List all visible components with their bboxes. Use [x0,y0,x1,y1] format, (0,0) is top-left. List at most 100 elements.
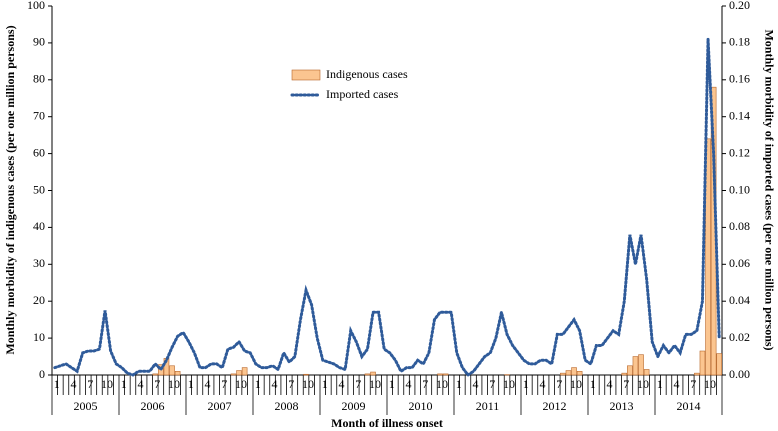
x-tick-label: 10 [235,377,247,391]
year-label: 2010 [409,399,433,413]
x-tick-label: 1 [255,377,261,391]
y-tick-label: 20 [33,293,45,307]
bar [694,372,700,376]
year-label: 2011 [476,399,500,413]
x-tick-label: 7 [690,377,696,391]
x-tick-label: 4 [138,377,144,391]
y2-tick-label: 0.10 [729,182,750,196]
x-tick-label: 7 [288,377,294,391]
x-tick-label: 1 [523,377,529,391]
x-tick-label: 1 [188,377,194,391]
x-tick-label: 1 [322,377,328,391]
y-tick-label: 60 [33,145,45,159]
x-tick-label: 7 [623,377,629,391]
y2-tick-label: 0.16 [729,72,750,86]
bar [716,353,723,376]
y-tick-label: 70 [33,108,45,122]
bar [236,370,242,376]
x-tick-label: 1 [389,377,395,391]
x-tick-label: 7 [489,377,495,391]
y-tick-label: 40 [33,219,45,233]
x-tick-label: 1 [590,377,596,391]
x-tick-label: 10 [436,377,448,391]
bar [442,373,449,376]
y2-tick-label: 0.02 [729,330,750,344]
x-tick-label: 4 [71,377,77,391]
x-tick-label: 10 [168,377,180,391]
x-tick-label: 1 [54,377,60,391]
x-tick-label: 10 [704,377,716,391]
bar [632,356,639,376]
y2-tick-label: 0.12 [729,145,750,159]
legend-label: Indigenous cases [326,67,408,81]
y2-axis-title: Monthly morbidity of imported cases (per… [762,29,776,350]
bar [241,367,248,376]
y2-tick-label: 0.00 [729,367,750,381]
x-tick-label: 7 [154,377,160,391]
y2-tick-label: 0.06 [729,256,750,270]
legend-swatch [291,69,321,81]
bar [565,370,572,376]
x-tick-label: 4 [674,377,680,391]
x-tick-label: 1 [121,377,127,391]
bar [230,373,237,376]
x-tick-label: 4 [607,377,613,391]
bar [576,371,583,376]
x-tick-label: 7 [355,377,361,391]
x-tick-label: 1 [657,377,663,391]
y-tick-label: 100 [27,0,45,12]
x-tick-label: 7 [556,377,562,391]
bar [621,372,628,376]
bar [364,373,371,376]
y2-tick-label: 0.18 [729,35,750,49]
y2-tick-label: 0.20 [729,0,750,12]
legend-label: Imported cases [326,87,399,101]
y-tick-label: 90 [33,35,45,49]
bar [437,373,443,376]
year-label: 2007 [208,399,232,413]
x-tick-label: 10 [101,377,113,391]
x-tick-label: 7 [87,377,93,391]
bar [571,367,577,376]
x-tick-label: 10 [369,377,381,391]
x-tick-label: 10 [302,377,314,391]
bar [699,350,706,376]
x-tick-label: 4 [272,377,278,391]
bar [152,373,159,376]
x-tick-label: 4 [540,377,546,391]
year-label: 2006 [141,399,165,413]
y2-tick-label: 0.14 [729,108,750,122]
x-tick-label: 10 [637,377,649,391]
bar [638,354,644,376]
line [53,39,721,378]
bar [174,371,181,376]
bar [303,373,309,376]
x-tick-label: 10 [503,377,515,391]
y-tick-label: 80 [33,72,45,86]
y-tick-label: 50 [33,182,45,196]
bar [627,365,633,376]
bar [643,369,650,376]
year-label: 2012 [543,399,567,413]
y2-tick-label: 0.08 [729,219,750,233]
year-label: 2008 [275,399,299,413]
x-tick-label: 4 [406,377,412,391]
y2-tick-label: 0.04 [729,293,750,307]
x-tick-label: 1 [456,377,462,391]
year-label: 2014 [677,399,701,413]
x-tick-label: 7 [221,377,227,391]
y-axis-title: Monthly morbidity of indigenous cases (p… [3,25,17,354]
y-tick-label: 30 [33,256,45,270]
x-axis-title: Month of illness onset [331,416,443,430]
x-tick-label: 10 [570,377,582,391]
x-tick-label: 4 [205,377,211,391]
year-label: 2005 [74,399,98,413]
y-tick-label: 0 [39,367,45,381]
bar [705,138,711,376]
x-tick-label: 7 [422,377,428,391]
x-tick-label: 4 [473,377,479,391]
x-tick-label: 4 [339,377,345,391]
bar [370,371,376,376]
